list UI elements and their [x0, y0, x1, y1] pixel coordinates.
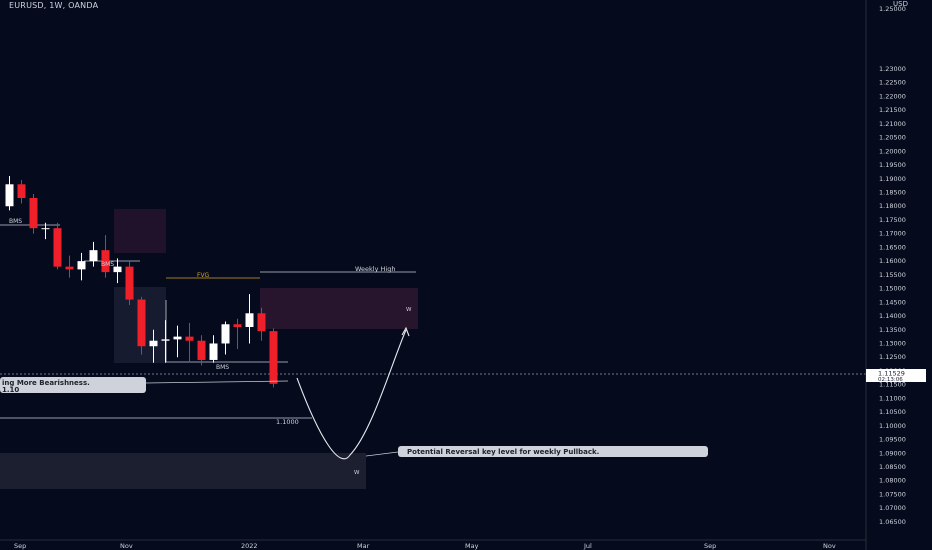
candle-body-down	[53, 228, 62, 267]
time-tick-label: Sep	[704, 542, 716, 550]
price-tick-label: 1.20500	[879, 134, 906, 142]
time-axis[interactable]: Sep Nov 2022 Mar May Jul Sep Nov	[14, 542, 836, 550]
callout-left-line2: 1.10	[2, 386, 19, 394]
price-tick-label: 1.16000	[879, 257, 906, 265]
candle-body-down	[125, 266, 134, 300]
candle-body-up	[149, 340, 158, 347]
price-tick-label: 1.06500	[879, 518, 906, 526]
time-tick-label: Nov	[823, 542, 836, 550]
price-tick-label: 1.13000	[879, 339, 906, 347]
bms-label-1: BMS	[9, 218, 22, 225]
candle-body-down	[17, 184, 26, 199]
price-tick-label: 1.21500	[879, 106, 906, 114]
callout-left-pointer	[145, 380, 289, 384]
callout-right-bg	[398, 446, 708, 457]
price-tick-label: 1.07000	[879, 504, 906, 512]
candle-body-down	[185, 336, 194, 341]
currency-label: USD	[893, 0, 908, 8]
candle-body-down	[101, 250, 110, 273]
candle-body-down	[257, 313, 266, 332]
candle-body-down	[233, 324, 242, 328]
time-tick-label: Jul	[583, 542, 592, 550]
time-tick-label: Nov	[120, 542, 133, 550]
price-tick-label: 1.08000	[879, 477, 906, 485]
candle-body-down	[137, 299, 146, 347]
candles-group	[5, 176, 278, 388]
price-tick-label: 1.13500	[879, 326, 906, 334]
price-tick-label: 1.15000	[879, 285, 906, 293]
candle-body-down	[269, 331, 278, 384]
projection-curve	[296, 329, 407, 460]
price-tick-label: 1.17000	[879, 230, 906, 238]
price-tick-label: 1.10000	[879, 422, 906, 430]
symbol-header: EURUSD, 1W, OANDA	[9, 1, 99, 10]
candle-body-down	[29, 198, 38, 229]
price-tick-label: 1.14000	[879, 312, 906, 320]
price-tick-label: 1.10500	[879, 408, 906, 416]
weekly-high-label: Weekly High	[355, 265, 395, 273]
candle-body-up	[245, 313, 254, 328]
weekly-supply-zone	[260, 288, 418, 329]
candle-body-down	[197, 340, 206, 360]
price-tick-label: 1.17500	[879, 216, 906, 224]
price-tick-label: 1.25000	[879, 5, 906, 13]
price-tick-label: 1.18500	[879, 189, 906, 197]
callout-right-text: Potential Reversal key level for weekly …	[407, 448, 599, 456]
candle-body-up	[221, 324, 230, 344]
price-tick-label: 1.22500	[879, 79, 906, 87]
candle-body-up	[41, 228, 50, 230]
candle-body-up	[5, 184, 14, 207]
price-tick-label: 1.15500	[879, 271, 906, 279]
callout-right-pointer	[365, 451, 399, 457]
callout-left-bg	[0, 377, 146, 393]
zone-marker-upper: W	[406, 307, 412, 313]
price-tick-label: 1.07500	[879, 490, 906, 498]
demand-zone	[0, 453, 366, 489]
time-tick-label: May	[465, 542, 479, 550]
time-tick-label: 2022	[241, 542, 258, 550]
price-tick-label: 1.08500	[879, 463, 906, 471]
candle-body-up	[113, 266, 122, 273]
price-tick-label: 1.09500	[879, 436, 906, 444]
price-tick-label: 1.22000	[879, 92, 906, 100]
price-tick-label: 1.21000	[879, 120, 906, 128]
candle-body-up	[209, 343, 218, 360]
candle-body-up	[161, 339, 170, 341]
price-tick-label: 1.12500	[879, 353, 906, 361]
time-tick-label: Mar	[357, 542, 370, 550]
price-tick-label: 1.20000	[879, 147, 906, 155]
price-tick-label: 1.16500	[879, 243, 906, 251]
price-tick-label: 1.19500	[879, 161, 906, 169]
current-price-tag	[866, 369, 926, 382]
price-tick-label: 1.14500	[879, 298, 906, 306]
current-price-value: 1.11529	[878, 370, 905, 378]
candle-body-up	[173, 336, 182, 340]
callout-left-line1: ing More Bearishness.	[2, 379, 90, 387]
level-label: 1.1000	[276, 418, 299, 426]
time-tick-label: Sep	[14, 542, 26, 550]
price-tick-label: 1.23000	[879, 65, 906, 73]
candle-body-down	[65, 266, 74, 270]
price-tick-label: 1.11500	[879, 381, 906, 389]
price-tick-label: 1.09000	[879, 449, 906, 457]
price-tick-label: 1.19000	[879, 175, 906, 183]
zone-marker-lower: W	[354, 470, 360, 476]
price-tick-label: 1.11000	[879, 394, 906, 402]
current-price-timer: 02:13:06	[878, 377, 903, 383]
bms-label-3: BMS	[216, 364, 229, 371]
projection-arrowhead	[401, 326, 410, 337]
candle-body-up	[89, 250, 98, 262]
price-tick-label: 1.18000	[879, 202, 906, 210]
price-axis[interactable]: 1.25000 1.23000 1.22500 1.22000 1.21500 1.210…	[879, 5, 906, 526]
bms-label-2: BMS	[101, 261, 114, 268]
candle-body-up	[77, 261, 86, 270]
supply-zone-upper	[114, 209, 166, 253]
fvg-label: FVG	[197, 272, 210, 279]
